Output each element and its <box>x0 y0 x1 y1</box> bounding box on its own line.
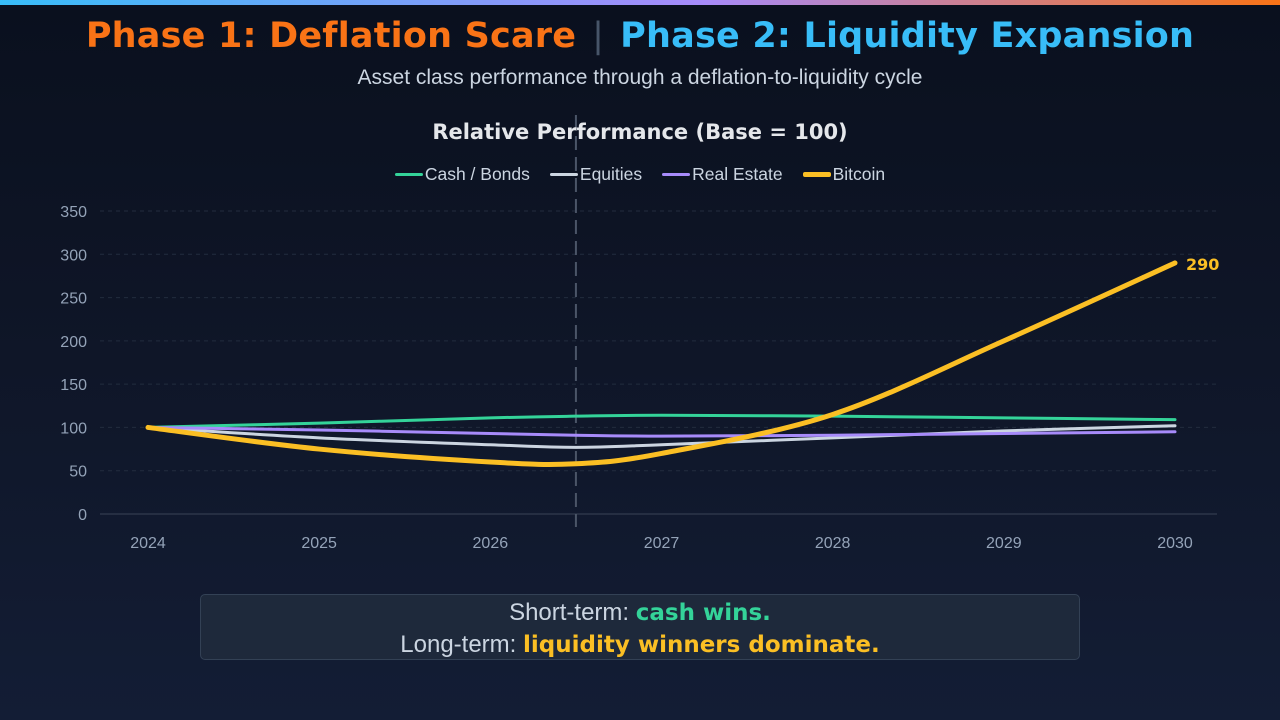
legend-swatch <box>394 173 423 176</box>
y-tick-label: 250 <box>60 291 87 308</box>
phase2-title: Phase 2: Liquidity Expansion <box>620 16 1195 56</box>
phase1-title: Phase 1: Deflation Scare <box>85 16 577 56</box>
chart-title: Relative Performance (Base = 100) <box>432 120 848 144</box>
legend-label: Equities <box>579 164 643 184</box>
callout-text: Short-term: <box>509 599 636 626</box>
x-tick-label: 2025 <box>301 535 337 552</box>
x-tick-label: 2027 <box>644 535 680 552</box>
legend-label: Bitcoin <box>832 164 886 184</box>
legend-swatch <box>662 173 691 176</box>
legend-label: Cash / Bonds <box>424 164 530 184</box>
subtitle: Asset class performance through a deflat… <box>357 66 923 89</box>
callout-highlight: cash wins. <box>635 600 771 626</box>
y-tick-label: 100 <box>60 420 87 437</box>
series-line-cash-bonds <box>146 413 1177 429</box>
title-separator: | <box>592 16 605 56</box>
series-line-real-estate <box>146 425 1177 438</box>
y-tick-label: 150 <box>60 377 87 394</box>
legend-item-bitcoin[interactable]: Bitcoin <box>802 164 886 185</box>
callout-line-short-term: Short-term: cash wins. <box>201 597 1079 629</box>
top-accent-bar <box>0 0 1280 5</box>
legend-item-real-estate[interactable]: Real Estate <box>662 164 783 185</box>
summary-callout: Short-term: cash wins. Long-term: liquid… <box>200 594 1080 660</box>
x-tick-label: 2029 <box>986 535 1022 552</box>
x-tick-label: 2024 <box>130 535 166 552</box>
bitcoin-end-label: 290 <box>1186 255 1219 274</box>
page-title: Phase 1: Deflation Scare | Phase 2: Liquid… <box>0 16 1280 56</box>
legend-item-cash-bonds[interactable]: Cash / Bonds <box>394 164 530 185</box>
y-tick-label: 50 <box>69 464 87 481</box>
y-tick-label: 350 <box>60 204 87 221</box>
callout-line-long-term: Long-term: liquidity winners dominate. <box>201 629 1079 661</box>
y-tick-label: 200 <box>60 334 87 351</box>
legend-label: Real Estate <box>692 164 783 184</box>
legend-item-equities[interactable]: Equities <box>549 164 643 185</box>
series-line-bitcoin <box>145 260 1178 468</box>
x-tick-label: 2026 <box>473 535 509 552</box>
x-tick-label: 2030 <box>1157 535 1193 552</box>
legend-swatch <box>549 173 578 176</box>
callout-text: Long-term: <box>400 631 523 658</box>
y-tick-label: 0 <box>78 507 87 524</box>
chart-legend: Cash / Bonds Equities Real Estate Bitcoi… <box>0 164 1280 185</box>
series-line-equities <box>146 424 1177 449</box>
y-tick-label: 300 <box>60 247 87 264</box>
x-tick-label: 2028 <box>815 535 851 552</box>
callout-highlight: liquidity winners dominate. <box>523 632 880 658</box>
legend-swatch <box>802 172 831 177</box>
